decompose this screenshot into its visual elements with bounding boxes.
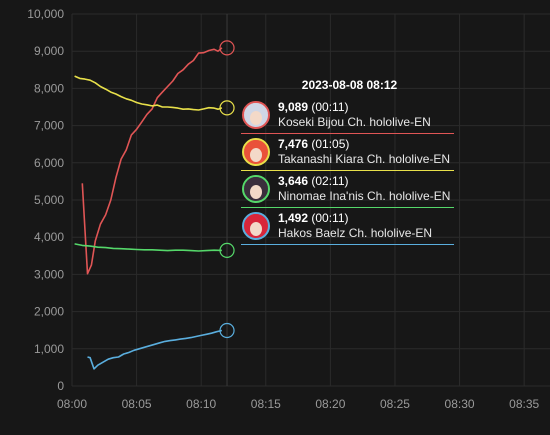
y-tick-label: 6,000 xyxy=(34,156,64,170)
tooltip-color-underline xyxy=(241,133,454,134)
x-tick-label: 08:05 xyxy=(122,397,152,411)
tooltip-value: 7,476 (01:05) xyxy=(278,137,349,151)
y-tick-label: 8,000 xyxy=(34,81,64,95)
y-tick-label: 4,000 xyxy=(34,230,64,244)
avatar-face xyxy=(250,111,262,125)
x-tick-label: 08:20 xyxy=(315,397,345,411)
tooltip-channel-name: Koseki Bijou Ch. hololive-EN xyxy=(278,115,431,129)
x-axis-ticks: 08:00 08:05 08:10 08:15 08:20 08:25 08:30 08:35 xyxy=(57,397,540,411)
tooltip-channel-name: Ninomae Ina'nis Ch. hololive-EN xyxy=(278,189,451,203)
tooltip-duration: (02:11) xyxy=(311,174,349,188)
tooltip-count: 9,089 xyxy=(278,100,309,114)
tooltip-count: 1,492 xyxy=(278,211,309,225)
y-tick-label: 3,000 xyxy=(34,267,64,281)
tooltip-channel-name: Hakos Baelz Ch. hololive-EN xyxy=(278,226,433,240)
x-tick-label: 08:25 xyxy=(380,397,410,411)
hover-marker-2 xyxy=(219,242,235,258)
y-tick-label: 1,000 xyxy=(34,342,64,356)
avatar-hair xyxy=(244,214,268,226)
tooltip-duration: (01:05) xyxy=(311,137,350,151)
y-tick-label: 7,000 xyxy=(34,119,64,133)
tooltip-entry: 1,492 (00:11) Hakos Baelz Ch. hololive-EN xyxy=(241,210,454,245)
y-axis-ticks: 0 1,000 2,000 3,000 4,000 5,000 6,000 7,000 8,00… xyxy=(27,7,64,393)
series-line-3[interactable] xyxy=(87,329,223,370)
tooltip-value: 9,089 (00:11) xyxy=(278,100,349,114)
tooltip-entry: 3,646 (02:11) Ninomae Ina'nis Ch. hololiv… xyxy=(241,173,454,208)
tooltip-color-underline xyxy=(241,170,454,171)
hakos-baelz-avatar xyxy=(242,212,270,240)
chart-tooltip: 2023-08-08 08:12 9,089 (00:11) Koseki Bij… xyxy=(241,78,454,247)
x-tick-label: 08:30 xyxy=(445,397,475,411)
tooltip-count: 7,476 xyxy=(278,137,309,151)
tooltip-entries: 9,089 (00:11) Koseki Bijou Ch. hololive-E… xyxy=(241,99,454,245)
series-line-1[interactable] xyxy=(74,75,223,111)
avatar-hair xyxy=(244,177,268,189)
tooltip-title: 2023-08-08 08:12 xyxy=(301,78,398,92)
y-tick-label: 2,000 xyxy=(34,305,64,319)
takanashi-kiara-avatar xyxy=(242,138,270,166)
series-line-0[interactable] xyxy=(81,47,223,275)
avatar-face xyxy=(250,222,262,236)
tooltip-value: 1,492 (00:11) xyxy=(278,211,349,225)
avatar-hair xyxy=(244,140,268,152)
y-tick-label: 9,000 xyxy=(34,44,64,58)
y-tick-label: 10,000 xyxy=(27,7,64,21)
hover-marker-3 xyxy=(219,322,235,339)
hover-marker-1 xyxy=(219,100,235,116)
grid-lines xyxy=(71,13,550,387)
series-line-2[interactable] xyxy=(74,243,222,252)
hover-marker-0 xyxy=(219,40,235,56)
y-tick-label: 0 xyxy=(57,379,64,393)
avatar-face xyxy=(250,185,262,199)
hover-markers xyxy=(219,40,235,339)
tooltip-value: 3,646 (02:11) xyxy=(278,174,349,188)
avatar-face xyxy=(250,148,262,162)
x-tick-label: 08:15 xyxy=(251,397,281,411)
x-tick-label: 08:35 xyxy=(509,397,539,411)
series-lines[interactable] xyxy=(74,47,223,370)
koseki-bijou-avatar xyxy=(242,101,270,129)
tooltip-duration: (00:11) xyxy=(311,100,349,114)
tooltip-entry: 9,089 (00:11) Koseki Bijou Ch. hololive-E… xyxy=(241,99,454,134)
y-tick-label: 5,000 xyxy=(34,193,64,207)
ninomae-inanis-avatar xyxy=(242,175,270,203)
tooltip-count: 3,646 xyxy=(278,174,309,188)
tooltip-duration: (00:11) xyxy=(311,211,349,225)
tooltip-entry: 7,476 (01:05) Takanashi Kiara Ch. hololiv… xyxy=(241,136,454,171)
tooltip-color-underline xyxy=(241,244,454,245)
x-tick-label: 08:00 xyxy=(57,397,87,411)
avatar-hair xyxy=(244,103,268,115)
tooltip-color-underline xyxy=(241,207,454,208)
tooltip-channel-name: Takanashi Kiara Ch. hololive-EN xyxy=(278,152,451,166)
x-tick-label: 08:10 xyxy=(186,397,216,411)
